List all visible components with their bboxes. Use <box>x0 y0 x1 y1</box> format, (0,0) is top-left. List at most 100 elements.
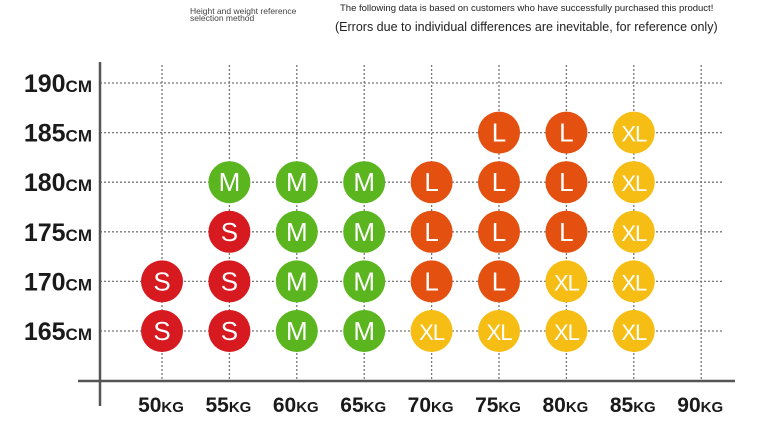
size-marker-label: M <box>219 167 241 197</box>
size-marker-label: M <box>286 167 308 197</box>
size-marker-label: S <box>153 266 170 296</box>
size-marker-circle <box>545 111 588 154</box>
size-marker-label: S <box>221 217 238 247</box>
size-marker-circle <box>478 161 520 204</box>
axes <box>78 62 735 406</box>
x-tick-label: 60KG <box>273 394 319 417</box>
size-marker-circle <box>612 310 655 352</box>
size-marker-label: XL <box>487 320 513 345</box>
size-marker-l: L <box>410 210 453 253</box>
size-marker-xl: XL <box>478 310 520 352</box>
size-marker-label: XL <box>621 270 647 295</box>
size-marker-label: S <box>221 316 238 346</box>
size-marker-circle <box>410 260 453 303</box>
size-marker-circle <box>343 260 386 303</box>
size-marker-label: L <box>492 266 506 296</box>
size-marker-m: M <box>208 161 251 204</box>
size-marker-circle <box>478 210 520 253</box>
size-marker-circle <box>410 310 453 352</box>
size-marker-s: S <box>141 310 183 352</box>
size-marker-xl: XL <box>612 111 655 154</box>
size-marker-label: L <box>559 118 573 148</box>
y-tick-label: 170CM <box>24 268 92 296</box>
size-marker-xl: XL <box>410 310 453 352</box>
size-marker-label: L <box>492 167 506 197</box>
x-tick-label: 55KG <box>205 394 251 417</box>
size-marker-label: XL <box>419 320 445 345</box>
size-marker-m: M <box>343 260 386 303</box>
size-marker-label: M <box>353 167 375 197</box>
size-marker-circle <box>545 210 588 253</box>
size-marker-label: S <box>221 266 238 296</box>
y-tick-label: 165CM <box>24 318 92 346</box>
size-marker-l: L <box>545 111 588 154</box>
size-marker-label: XL <box>554 320 580 345</box>
x-tick-label: 85KG <box>610 394 656 417</box>
size-marker-circle <box>612 260 655 303</box>
x-tick-label: 75KG <box>475 394 521 417</box>
size-marker-s: S <box>208 210 251 253</box>
size-marker-label: L <box>492 217 506 247</box>
y-tick-label: 175CM <box>24 219 92 247</box>
size-marker-circle <box>343 161 386 204</box>
size-marker-label: M <box>286 266 308 296</box>
size-marker-label: S <box>153 316 170 346</box>
x-tick-label: 50KG <box>138 394 184 417</box>
size-marker-circle <box>275 210 318 253</box>
x-tick-label: 70KG <box>408 394 454 417</box>
size-marker-circle <box>275 310 318 352</box>
size-marker-label: XL <box>621 221 647 246</box>
size-marker-circle <box>141 260 183 303</box>
x-tick-label: 80KG <box>542 394 588 417</box>
x-tick-label: 90KG <box>677 394 723 417</box>
size-marker-circle <box>612 161 655 204</box>
size-marker-l: L <box>545 161 588 204</box>
size-marker-circle <box>478 260 520 303</box>
size-marker-label: L <box>559 217 573 247</box>
size-marker-circle <box>208 310 251 352</box>
size-marker-label: L <box>424 217 438 247</box>
size-marker-xl: XL <box>545 310 588 352</box>
size-marker-circle <box>275 260 318 303</box>
size-marker-l: L <box>545 210 588 253</box>
y-tick-label: 190CM <box>24 70 92 98</box>
size-marker-xl: XL <box>545 260 588 303</box>
size-marker-l: L <box>478 161 520 204</box>
size-marker-circle <box>343 310 386 352</box>
size-marker-circle <box>410 161 453 204</box>
size-marker-circle <box>208 161 251 204</box>
size-marker-circle <box>612 210 655 253</box>
size-marker-label: XL <box>621 122 647 147</box>
size-marker-m: M <box>343 310 386 352</box>
size-marker-s: S <box>208 260 251 303</box>
size-marker-xl: XL <box>612 210 655 253</box>
size-marker-l: L <box>410 260 453 303</box>
data-source-note: The following data is based on customers… <box>340 3 714 14</box>
size-marker-circle <box>141 310 183 352</box>
y-tick-label: 185CM <box>24 120 92 148</box>
size-marker-label: XL <box>621 171 647 196</box>
size-marker-label: XL <box>621 320 647 345</box>
size-marker-label: L <box>492 118 506 148</box>
disclaimer-note: (Errors due to individual differences ar… <box>335 20 718 34</box>
size-marker-l: L <box>410 161 453 204</box>
size-marker-circle <box>343 210 386 253</box>
size-marker-s: S <box>141 260 183 303</box>
size-marker-m: M <box>275 210 318 253</box>
size-marker-circle <box>478 111 520 154</box>
size-marker-m: M <box>275 310 318 352</box>
size-marker-label: XL <box>554 270 580 295</box>
size-marker-l: L <box>478 260 520 303</box>
size-marker-xl: XL <box>612 260 655 303</box>
size-marker-circle <box>612 111 655 154</box>
size-marker-m: M <box>343 210 386 253</box>
size-marker-circle <box>410 210 453 253</box>
y-tick-label: 180CM <box>24 169 92 197</box>
size-marker-circle <box>545 260 588 303</box>
size-marker-m: M <box>275 260 318 303</box>
size-marker-m: M <box>275 161 318 204</box>
size-marker-xl: XL <box>612 161 655 204</box>
size-marker-label: M <box>353 217 375 247</box>
size-marker-label: M <box>353 316 375 346</box>
